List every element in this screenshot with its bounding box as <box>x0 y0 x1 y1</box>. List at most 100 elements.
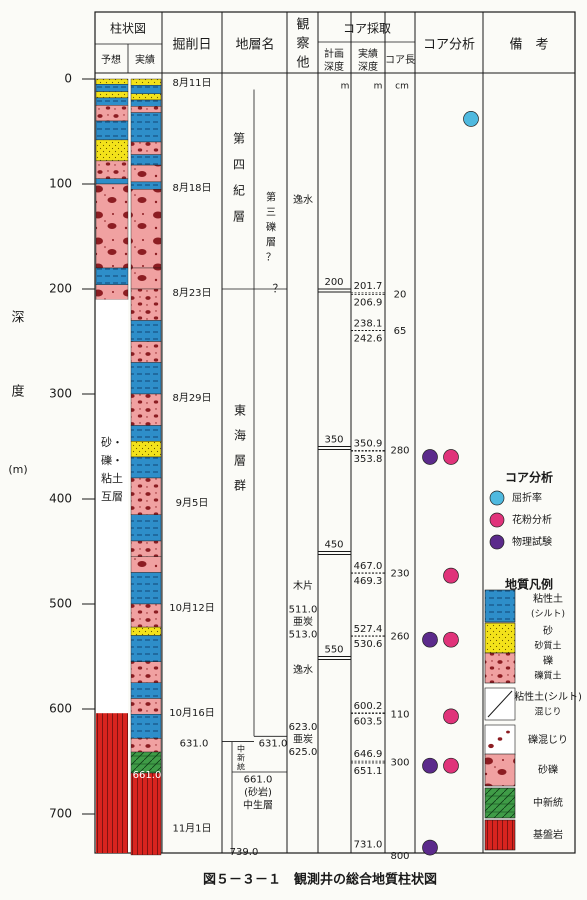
depth-tick-label: 0 <box>64 72 72 86</box>
legend-geology-sublabel: (シルト) <box>531 610 565 620</box>
actual-layer <box>130 78 162 86</box>
predicted-interval-label: 礫・ <box>101 453 123 467</box>
actual-layer <box>130 714 162 739</box>
legend: コア分析屈折率花粉分析物理試験地質凡例粘性土(シルト)砂砂質土礫礫質土粘性土(シ… <box>484 470 582 851</box>
column-bottom-depth: 661.0 <box>133 770 162 781</box>
excavation-date: 8月18日 <box>172 182 211 194</box>
stratum-third-gravel-char: 三 <box>266 208 276 219</box>
depth-tick-label: 400 <box>49 492 72 506</box>
observation-note: 亜炭 <box>293 733 313 745</box>
unit-m: m <box>341 82 350 92</box>
actual-layer <box>130 456 162 479</box>
actual-depth-value: 206.9 <box>354 298 383 309</box>
actual-depth-value: 469.3 <box>354 576 383 587</box>
legend-analysis-label: 花粉分析 <box>512 513 552 526</box>
actual-layer <box>130 477 162 515</box>
actual-depth-value: 651.1 <box>354 766 383 777</box>
header-predicted: 予想 <box>101 53 121 66</box>
actual-layer <box>130 341 162 363</box>
legend-geology-label: 基盤岩 <box>533 828 563 841</box>
legend-swatch-basement <box>484 819 516 851</box>
stratum-miocene-char: 中 <box>237 743 245 753</box>
pollen-marker <box>443 757 459 774</box>
actual-depth-value: 201.7 <box>354 281 383 292</box>
legend-pebble <box>488 743 494 749</box>
legend-geology-label: 粘性土 <box>533 592 563 605</box>
legend-geology-label: 礫 <box>543 654 553 667</box>
stratum-quaternary-char: 四 <box>233 157 245 171</box>
actual-layer <box>130 189 162 269</box>
stratum-quaternary-char: 層 <box>233 209 245 223</box>
header-actual: 実績 <box>135 53 155 66</box>
planned-depth-value: 450 <box>324 540 343 551</box>
planned-depth-value: 350 <box>324 435 343 446</box>
legend-diagonal-mark <box>487 690 513 718</box>
planned-depth-value: 550 <box>324 645 343 656</box>
stratum-uncertain-mark: ？ <box>273 282 284 295</box>
excavation-date: 8月11日 <box>172 77 211 89</box>
actual-depth-value: 238.1 <box>354 319 383 330</box>
predicted-layer <box>95 97 129 106</box>
legend-swatch-gravel <box>484 652 516 684</box>
actual-layer <box>130 85 162 94</box>
actual-layer <box>130 106 162 113</box>
depth-tick-label: 300 <box>49 387 72 401</box>
core-length-value: 280 <box>390 446 409 457</box>
stratum-quaternary-char: 第 <box>233 131 245 145</box>
actual-layer <box>130 288 162 321</box>
actual-layer <box>130 635 162 662</box>
header-observation-char: 他 <box>296 56 309 71</box>
planned-depth-value: 200 <box>324 277 343 288</box>
core-length-value: 65 <box>394 326 407 337</box>
observation-note: 逸水 <box>293 194 313 206</box>
depth-tick-label: 100 <box>49 177 72 191</box>
physical-marker <box>422 449 438 465</box>
header-core-analysis: コア分析 <box>423 38 475 53</box>
actual-layer <box>130 572 162 605</box>
observation-note: 511.0 <box>289 604 318 615</box>
header-planned-depth-2: 深度 <box>324 60 344 73</box>
core-length-value: 800 <box>390 851 409 862</box>
actual-depth-value: 731.0 <box>354 839 383 850</box>
excavation-date: 8月23日 <box>172 287 211 299</box>
figure-caption: 図５－３－１ 観測井の総合地質柱状図 <box>203 872 437 888</box>
actual-layer <box>130 181 162 190</box>
legend-swatch-clay <box>484 589 516 623</box>
physical-marker <box>422 631 438 648</box>
physical-marker <box>422 757 438 774</box>
header-observation-char: 察 <box>296 37 309 52</box>
core-length-value: 260 <box>390 632 409 643</box>
depth-tick-label: 700 <box>49 807 72 821</box>
predicted-interval-label: 砂・ <box>101 436 123 449</box>
stratum-third-gravel-char: 層 <box>266 237 276 249</box>
predicted-layer <box>95 284 129 300</box>
stratum-miocene-char: 統 <box>237 761 245 771</box>
predicted-layer <box>95 160 129 179</box>
actual-layer <box>130 154 162 166</box>
actual-layer <box>130 112 162 143</box>
analysis-markers <box>422 111 479 856</box>
actual-layer <box>130 626 162 636</box>
actual-layer <box>130 164 162 183</box>
legend-geology-label: 礫混じり <box>528 733 568 746</box>
predicted-mixed-interval <box>96 299 128 714</box>
legend-pebble <box>506 730 510 734</box>
legend-swatch-sand <box>484 622 516 654</box>
excavation-date: 10月12日 <box>169 602 214 614</box>
stratum-tokai-char: 東 <box>234 403 246 417</box>
actual-layer <box>130 141 162 155</box>
stratum-boundary-depth: 631.0 <box>259 739 288 750</box>
depth-tick-label: 500 <box>49 597 72 611</box>
table-border <box>94 11 576 854</box>
excavation-date: 8月29日 <box>172 392 211 404</box>
depth-axis-label: 深 <box>11 311 24 326</box>
header-column-diagram: 柱状図 <box>110 21 146 36</box>
legend-geology-title: 地質凡例 <box>505 577 553 592</box>
legend-geology-sublabel: 混じり <box>534 707 561 718</box>
header-excavation-date: 掘削日 <box>172 38 211 53</box>
observation-note: 513.0 <box>289 629 318 640</box>
depth-tick-label: 200 <box>49 282 72 296</box>
legend-geology-sublabel: 砂質土 <box>534 640 561 652</box>
actual-layer <box>130 320 162 342</box>
actual-layer <box>130 441 162 458</box>
